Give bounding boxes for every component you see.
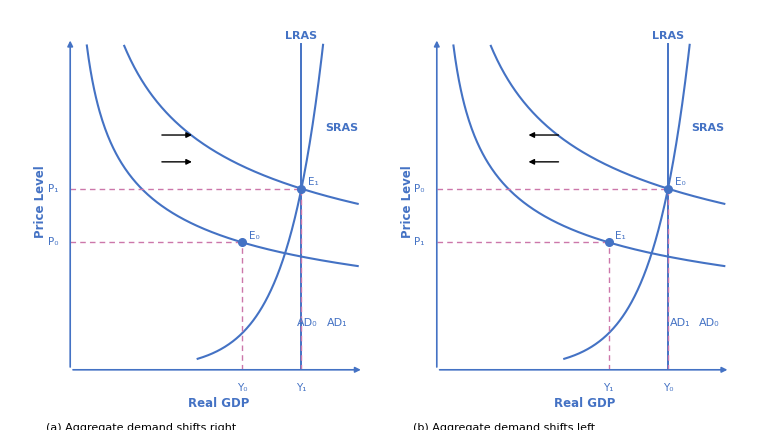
- Text: AD₀: AD₀: [297, 318, 317, 328]
- Text: Y₀: Y₀: [237, 383, 247, 393]
- Text: SRAS: SRAS: [692, 123, 725, 133]
- Text: E₁: E₁: [308, 177, 319, 187]
- Text: AD₁: AD₁: [669, 318, 690, 328]
- Text: Price Level: Price Level: [401, 166, 413, 239]
- Text: Y₁: Y₁: [296, 383, 307, 393]
- Text: Y₁: Y₁: [604, 383, 614, 393]
- Text: Real GDP: Real GDP: [555, 397, 615, 410]
- Text: P₀: P₀: [414, 184, 425, 194]
- Text: P₁: P₁: [48, 184, 58, 194]
- Text: P₀: P₀: [48, 237, 58, 247]
- Text: LRAS: LRAS: [652, 31, 684, 41]
- Text: (a) Aggregate demand shifts right: (a) Aggregate demand shifts right: [47, 424, 237, 430]
- Text: E₁: E₁: [615, 230, 626, 241]
- Text: AD₁: AD₁: [327, 318, 347, 328]
- Text: P₁: P₁: [414, 237, 425, 247]
- Text: Price Level: Price Level: [34, 166, 47, 239]
- Text: E₀: E₀: [249, 230, 260, 241]
- Text: E₀: E₀: [675, 177, 686, 187]
- Text: Real GDP: Real GDP: [188, 397, 249, 410]
- Text: LRAS: LRAS: [285, 31, 317, 41]
- Text: Y₀: Y₀: [663, 383, 673, 393]
- Text: SRAS: SRAS: [325, 123, 358, 133]
- Text: AD₀: AD₀: [699, 318, 720, 328]
- Text: (b) Aggregate demand shifts left: (b) Aggregate demand shifts left: [413, 424, 595, 430]
